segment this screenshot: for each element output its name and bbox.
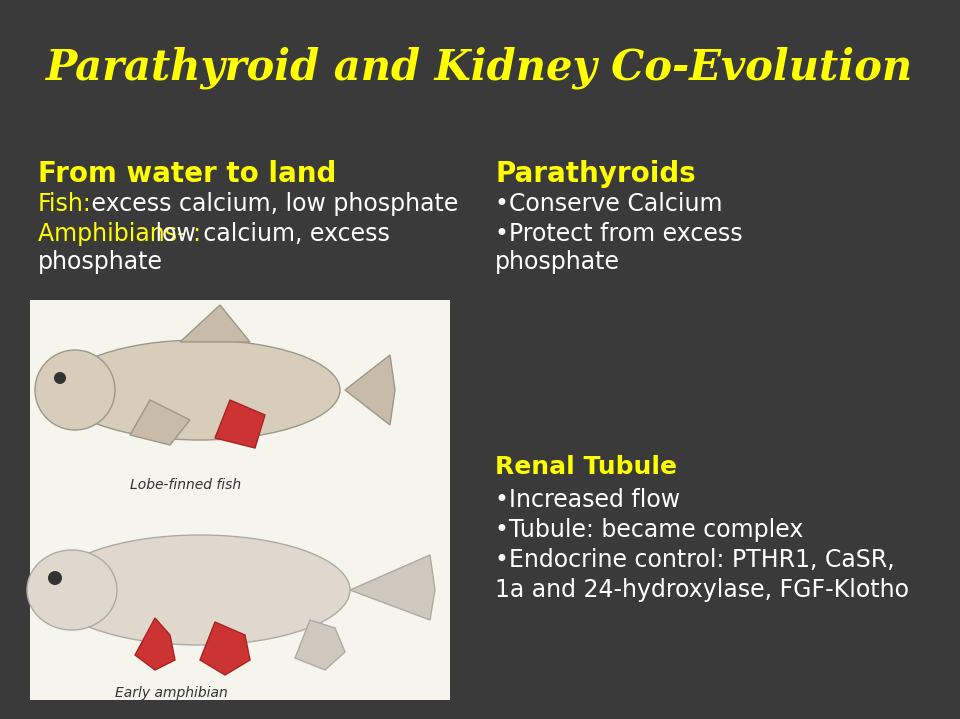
Polygon shape	[200, 622, 250, 675]
Text: Fish:: Fish:	[38, 192, 92, 216]
Text: •Protect from excess: •Protect from excess	[495, 222, 743, 246]
Text: phosphate: phosphate	[495, 250, 620, 274]
Text: phosphate: phosphate	[38, 250, 163, 274]
Polygon shape	[295, 620, 345, 670]
Polygon shape	[345, 355, 395, 425]
Polygon shape	[135, 618, 175, 670]
Text: •Tubule: became complex: •Tubule: became complex	[495, 518, 804, 542]
Ellipse shape	[60, 340, 340, 440]
Circle shape	[54, 372, 66, 384]
Text: low calcium, excess: low calcium, excess	[148, 222, 390, 246]
Text: Parathyroid and Kidney Co-Evolution: Parathyroid and Kidney Co-Evolution	[46, 47, 914, 89]
Text: •Increased flow: •Increased flow	[495, 488, 680, 512]
Text: excess calcium, low phosphate: excess calcium, low phosphate	[84, 192, 458, 216]
Text: Renal Tubule: Renal Tubule	[495, 455, 677, 479]
Text: •Conserve Calcium: •Conserve Calcium	[495, 192, 723, 216]
Ellipse shape	[50, 535, 350, 645]
Text: Amphibians- :: Amphibians- :	[38, 222, 201, 246]
Text: Lobe-finned fish: Lobe-finned fish	[130, 478, 241, 492]
Polygon shape	[215, 400, 265, 448]
Text: •Endocrine control: PTHR1, CaSR,: •Endocrine control: PTHR1, CaSR,	[495, 548, 895, 572]
Bar	[30, 300, 450, 700]
Circle shape	[48, 571, 62, 585]
Polygon shape	[350, 555, 435, 620]
Text: From water to land: From water to land	[38, 160, 336, 188]
Ellipse shape	[35, 350, 115, 430]
Text: Parathyroids: Parathyroids	[495, 160, 696, 188]
Text: 1a and 24-hydroxylase, FGF-Klotho: 1a and 24-hydroxylase, FGF-Klotho	[495, 578, 909, 602]
Polygon shape	[130, 400, 190, 445]
Ellipse shape	[27, 550, 117, 630]
Polygon shape	[180, 305, 250, 342]
Text: Early amphibian: Early amphibian	[115, 686, 228, 700]
